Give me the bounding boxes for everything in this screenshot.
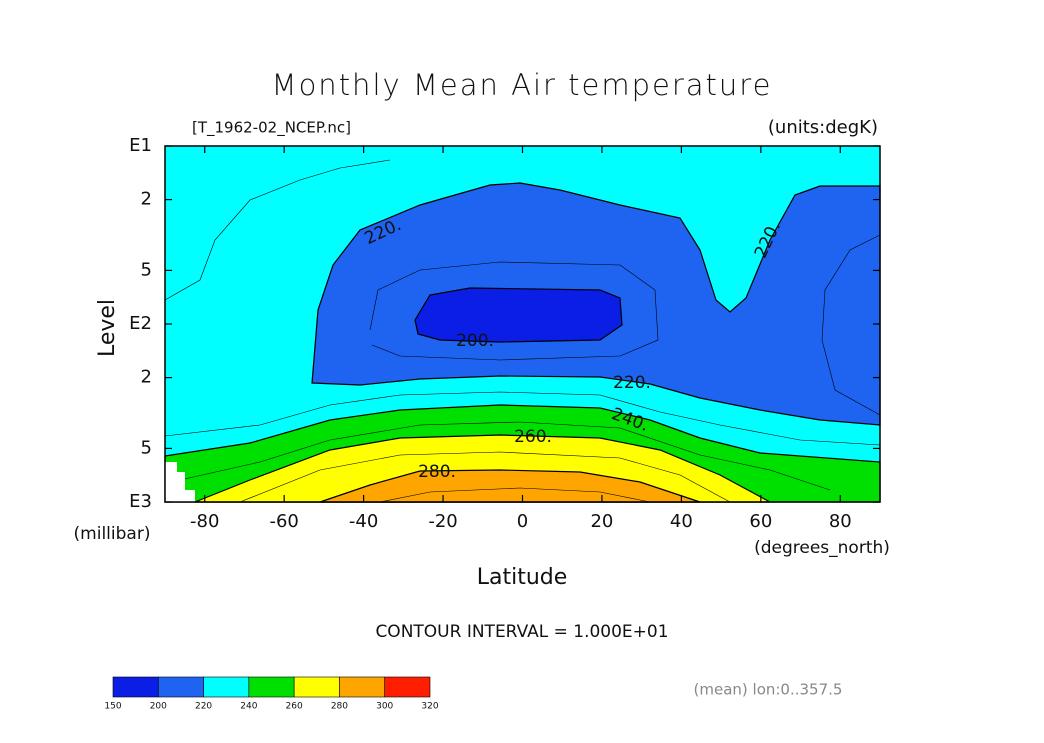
contour-fill — [319, 469, 701, 503]
contour-line — [179, 421, 831, 491]
y-tick-label: 5 — [141, 437, 152, 458]
x-tick-label: -40 — [349, 511, 378, 532]
colorbar-box — [157, 676, 204, 698]
y-axis-label: Level — [95, 299, 120, 357]
contour-line — [164, 159, 391, 301]
x-axis-label: Latitude — [477, 565, 568, 590]
contour-interval: CONTOUR INTERVAL = 1.000E+01 — [375, 622, 668, 642]
contour-fill — [414, 287, 623, 343]
contour-label: 280. — [418, 462, 456, 482]
contour-line — [164, 391, 881, 446]
x-tick-label: 80 — [829, 511, 852, 532]
contour-line — [239, 451, 731, 503]
x-unit-label: (degrees_north) — [754, 538, 890, 558]
contour-label: 260. — [514, 427, 552, 447]
y-tick-label: E3 — [129, 491, 152, 512]
colorbar-label: 200 — [150, 702, 167, 712]
colorbar-box — [384, 676, 431, 698]
contour-label: 220. — [613, 373, 651, 393]
missing-data — [185, 490, 195, 502]
colorbar-label: 150 — [104, 702, 121, 712]
colorbar-label: 260 — [286, 702, 303, 712]
colorbar-box — [203, 676, 250, 698]
y-tick-label: E1 — [129, 135, 152, 156]
colorbar-label: 280 — [331, 702, 348, 712]
contour-line — [369, 261, 659, 361]
file-label: [T_1962-02_NCEP.nc] — [192, 119, 351, 138]
colorbar-label: 300 — [376, 702, 393, 712]
missing-data — [177, 472, 185, 502]
colorbar-label: 220 — [195, 702, 212, 712]
colorbar-box — [339, 676, 386, 698]
units-label: (units:degK) — [768, 117, 878, 138]
x-tick-label: -80 — [190, 511, 219, 532]
mean-label: (mean) lon:0..357.5 — [694, 681, 843, 699]
x-tick-label: 40 — [670, 511, 693, 532]
colorbar-box — [112, 676, 159, 698]
x-tick-label: 60 — [749, 511, 772, 532]
contour-line — [379, 487, 651, 503]
contour-line — [821, 234, 881, 416]
x-tick-label: -60 — [269, 511, 298, 532]
colorbar-label: 240 — [240, 702, 257, 712]
colorbar-label: 320 — [421, 702, 438, 712]
colorbar-box — [293, 676, 340, 698]
y-unit-label: (millibar) — [74, 524, 151, 544]
y-tick-label: 2 — [141, 189, 152, 210]
y-tick-label: E2 — [129, 313, 152, 334]
contour-label: 200. — [456, 331, 494, 351]
x-tick-label: 20 — [590, 511, 613, 532]
chart-title: Monthly Mean Air temperature — [272, 68, 773, 102]
colorbar-box — [248, 676, 295, 698]
y-tick-label: 5 — [141, 259, 152, 280]
x-tick-label: -20 — [428, 511, 457, 532]
y-tick-label: 2 — [141, 367, 152, 388]
missing-data — [165, 462, 177, 502]
x-tick-label: 0 — [517, 511, 528, 532]
